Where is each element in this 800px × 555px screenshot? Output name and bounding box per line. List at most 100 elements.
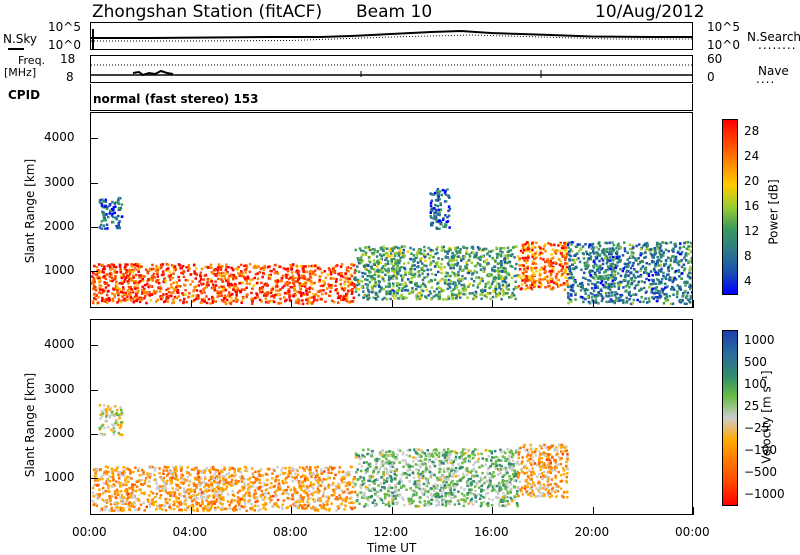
heatmap-cell xyxy=(365,283,368,286)
heatmap-cell xyxy=(206,302,209,305)
heatmap-cell xyxy=(257,265,260,268)
heatmap-cell xyxy=(420,297,423,300)
heatmap-cell xyxy=(376,260,379,263)
heatmap-cell xyxy=(440,208,443,211)
heatmap-cell xyxy=(153,474,156,477)
heatmap-cell xyxy=(584,243,587,246)
heatmap-cell xyxy=(358,283,361,286)
heatmap-cell xyxy=(633,274,636,277)
heatmap-cell xyxy=(336,498,339,501)
heatmap-cell xyxy=(635,245,638,248)
heatmap-cell xyxy=(294,473,297,476)
heatmap-cell xyxy=(262,504,265,507)
heatmap-cell xyxy=(632,294,635,297)
heatmap-cell xyxy=(673,261,676,264)
heatmap-cell xyxy=(246,296,249,299)
heatmap-cell xyxy=(111,471,114,474)
heatmap-cell xyxy=(177,276,180,279)
heatmap-cell xyxy=(392,282,395,285)
heatmap-cell xyxy=(609,248,612,251)
heatmap-cell xyxy=(232,269,235,272)
heatmap-cell xyxy=(496,270,499,273)
heatmap-cell xyxy=(193,299,196,302)
heatmap-cell xyxy=(446,272,449,275)
heatmap-cell xyxy=(162,469,165,472)
heatmap-cell xyxy=(134,267,137,270)
heatmap-cell xyxy=(615,297,618,300)
heatmap-cell xyxy=(216,498,219,501)
heatmap-cell xyxy=(310,283,313,286)
heatmap-cell xyxy=(102,213,105,216)
heatmap-cell xyxy=(616,253,619,256)
heatmap-cell xyxy=(104,283,107,286)
heatmap-cell xyxy=(412,460,415,463)
heatmap-cell xyxy=(167,466,170,469)
heatmap-cell xyxy=(134,502,137,505)
heatmap-cell xyxy=(439,280,442,283)
heatmap-cell xyxy=(427,247,430,250)
heatmap-cell xyxy=(532,267,535,270)
heatmap-cell xyxy=(426,269,429,272)
heatmap-cell xyxy=(232,494,235,497)
heatmap-cell xyxy=(126,501,129,504)
heatmap-cell xyxy=(209,471,212,474)
heatmap-cell xyxy=(348,502,351,505)
heatmap-cell xyxy=(413,274,416,277)
heatmap-cell xyxy=(220,278,223,281)
heatmap-cell xyxy=(408,474,411,477)
heatmap-cell xyxy=(232,276,235,279)
heatmap-cell xyxy=(129,293,132,296)
heatmap-cell xyxy=(638,243,641,246)
heatmap-cell xyxy=(419,286,422,289)
heatmap-cell xyxy=(327,469,330,472)
heatmap-cell xyxy=(388,283,391,286)
heatmap-cell xyxy=(680,260,683,263)
heatmap-cell xyxy=(118,197,121,200)
heatmap-cell xyxy=(359,247,362,250)
heatmap-cell xyxy=(645,291,648,294)
heatmap-cell xyxy=(430,261,433,264)
heatmap-cell xyxy=(389,250,392,253)
heatmap-cell xyxy=(477,262,480,265)
heatmap-cell xyxy=(94,273,97,276)
heatmap-cell xyxy=(214,509,217,512)
heatmap-cell xyxy=(172,291,175,294)
heatmap-cell xyxy=(222,499,225,502)
heatmap-cell xyxy=(332,277,335,280)
heatmap-cell xyxy=(310,280,313,283)
heatmap-cell xyxy=(228,291,231,294)
heatmap-cell xyxy=(687,292,690,295)
heatmap-cell xyxy=(374,281,377,284)
heatmap-cell xyxy=(511,292,514,295)
heatmap-cell xyxy=(142,286,145,289)
heatmap-cell xyxy=(154,496,157,499)
heatmap-cell xyxy=(290,489,293,492)
heatmap-cell xyxy=(627,258,630,261)
heatmap-cell xyxy=(251,288,254,291)
heatmap-cell xyxy=(584,278,587,281)
heatmap-cell xyxy=(322,502,325,505)
heatmap-cell xyxy=(438,228,441,231)
heatmap-cell xyxy=(202,509,205,512)
heatmap-cell xyxy=(124,480,127,483)
heatmap-cell xyxy=(231,474,234,477)
heatmap-cell xyxy=(112,474,115,477)
heatmap-cell xyxy=(420,252,423,255)
heatmap-cell xyxy=(625,263,628,266)
heatmap-cell xyxy=(289,264,292,267)
heatmap-cell xyxy=(112,288,115,291)
heatmap-cell xyxy=(382,250,385,253)
heatmap-cell xyxy=(177,479,180,482)
heatmap-cell xyxy=(292,498,295,501)
heatmap-cell xyxy=(168,291,171,294)
heatmap-cell xyxy=(407,289,410,292)
heatmap-cell xyxy=(330,502,333,505)
heatmap-cell xyxy=(260,268,263,271)
heatmap-cell xyxy=(449,286,452,289)
heatmap-cell xyxy=(203,291,206,294)
heatmap-cell xyxy=(597,302,600,305)
heatmap-cell xyxy=(440,272,443,275)
heatmap-cell xyxy=(544,276,547,279)
heatmap-cell xyxy=(251,473,254,476)
heatmap-cell xyxy=(204,287,207,290)
